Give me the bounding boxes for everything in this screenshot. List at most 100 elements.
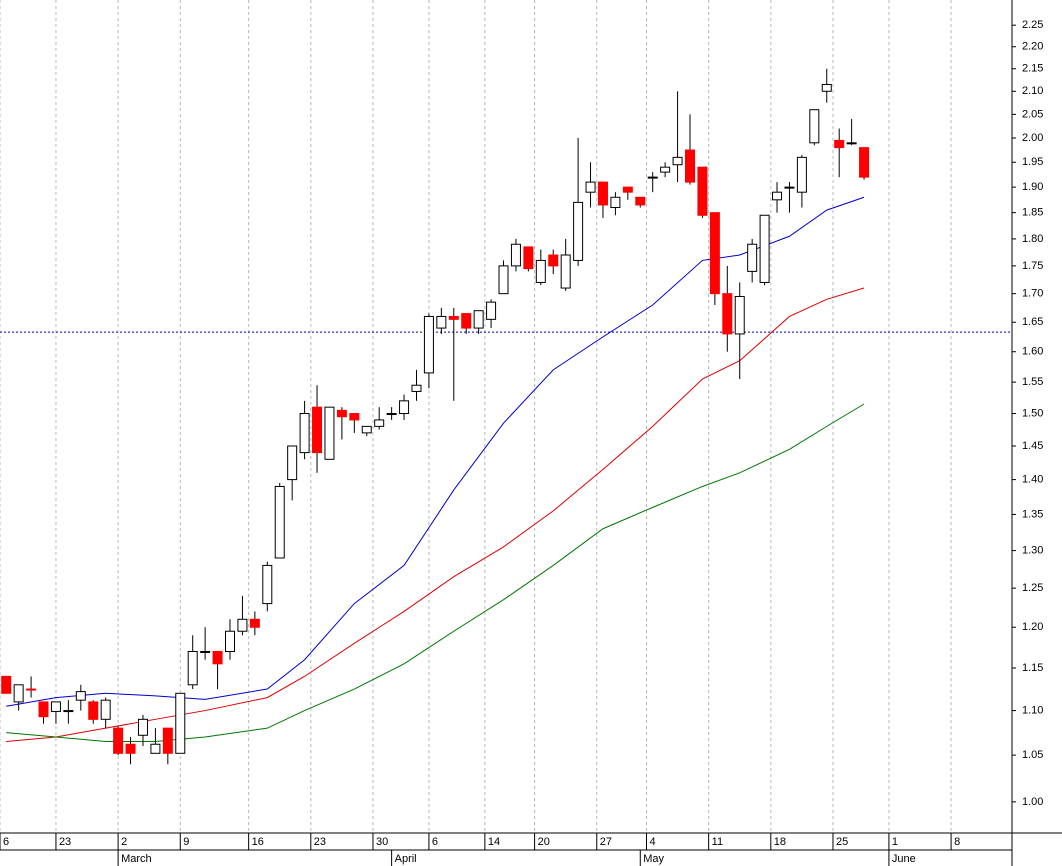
y-tick-label: 1.05 (1022, 749, 1043, 761)
y-tick-label: 1.95 (1022, 156, 1043, 168)
y-tick-label: 2.25 (1022, 19, 1043, 31)
candle-body (26, 688, 37, 691)
candle-body (784, 186, 795, 189)
candle-body (374, 419, 385, 427)
grid (0, 0, 1012, 833)
x-tick-label: 14 (488, 836, 500, 848)
candle-body (821, 83, 832, 92)
moving-average-line (6, 196, 865, 707)
candle-body (262, 564, 273, 605)
candle-body (113, 727, 124, 754)
y-tick-label: 1.60 (1022, 346, 1043, 358)
y-tick-label: 1.70 (1022, 288, 1043, 300)
x-tick-label: 8 (954, 836, 960, 848)
y-tick-label: 2.15 (1022, 63, 1043, 75)
candle-body (523, 246, 534, 270)
y-tick-label: 1.45 (1022, 440, 1043, 452)
candle-body (324, 406, 335, 460)
candle-body (312, 406, 323, 454)
candle-body (585, 181, 596, 193)
y-tick-label: 2.05 (1022, 108, 1043, 120)
candle-body (100, 699, 111, 720)
candle-body (772, 191, 783, 201)
month-label: March (121, 853, 152, 865)
candle-body (187, 650, 198, 686)
candle-body (473, 310, 484, 329)
candle-body (361, 425, 372, 434)
x-tick-label: 27 (600, 836, 612, 848)
candle-body (498, 265, 509, 295)
y-tick-label: 1.65 (1022, 316, 1043, 328)
candle-body (38, 701, 49, 718)
candle-body (88, 701, 99, 720)
x-tick-label: 6 (432, 836, 438, 848)
y-tick-label: 2.00 (1022, 132, 1043, 144)
candle-body (548, 254, 559, 267)
y-tick-label: 2.20 (1022, 41, 1043, 53)
candle-body (299, 413, 310, 454)
x-tick-label: 11 (712, 836, 723, 848)
y-tick-label: 1.80 (1022, 233, 1043, 245)
candle-body (846, 142, 857, 145)
candle-body (50, 701, 61, 712)
x-tick-label: 6 (3, 836, 9, 848)
candle-body (722, 293, 733, 335)
y-tick-label: 1.15 (1022, 662, 1043, 674)
candle-body (535, 259, 546, 283)
y-tick-label: 1.55 (1022, 376, 1043, 388)
candle-body (510, 243, 521, 267)
y-tick-label: 1.90 (1022, 181, 1043, 193)
y-tick-label: 1.40 (1022, 474, 1043, 486)
candle-body (411, 384, 422, 392)
candle-body (461, 313, 472, 329)
candle-body (175, 692, 186, 754)
candle-body (63, 710, 74, 713)
candle-body (386, 413, 397, 416)
x-tick-label: 16 (252, 836, 264, 848)
candle-body (635, 196, 646, 206)
x-tick-label: 23 (59, 836, 71, 848)
x-tick-label: 20 (538, 836, 550, 848)
candle-body (597, 181, 608, 206)
candle-body (399, 400, 410, 415)
candle-body (423, 315, 434, 374)
candle-body (486, 301, 497, 320)
candle-body (237, 618, 248, 632)
candle-body (796, 156, 807, 193)
y-tick-label: 1.50 (1022, 407, 1043, 419)
x-tick-label: 2 (121, 836, 127, 848)
plot (1, 68, 870, 765)
x-tick-label: 4 (649, 836, 655, 848)
candle-body (622, 186, 633, 193)
candle-body (672, 156, 683, 166)
candle-body (13, 684, 24, 703)
candle-body (125, 743, 136, 754)
candle-body (610, 196, 621, 209)
y-tick-label: 1.20 (1022, 621, 1043, 633)
candle-body (249, 618, 260, 628)
y-tick-label: 1.75 (1022, 260, 1043, 272)
candle-body (573, 201, 584, 261)
candle-body (75, 691, 86, 701)
candle-body (859, 147, 870, 178)
x-tick-label: 1 (892, 836, 898, 848)
candle-body (150, 743, 161, 754)
candle-body (747, 243, 758, 272)
candle-body (560, 254, 571, 289)
candle-body (137, 718, 148, 736)
candle-body (660, 166, 671, 173)
candle-body (212, 650, 223, 665)
candle-body (759, 214, 770, 283)
candle-body (734, 295, 745, 335)
x-tick-label: 18 (774, 836, 786, 848)
y-tick-label: 1.85 (1022, 207, 1043, 219)
candle-body (1, 675, 12, 694)
candle-body (709, 212, 720, 295)
y-tick-label: 1.00 (1022, 796, 1043, 808)
y-tick-label: 1.10 (1022, 704, 1043, 716)
candle-body (200, 650, 211, 653)
candle-body (809, 109, 820, 144)
candle-body (336, 409, 347, 418)
